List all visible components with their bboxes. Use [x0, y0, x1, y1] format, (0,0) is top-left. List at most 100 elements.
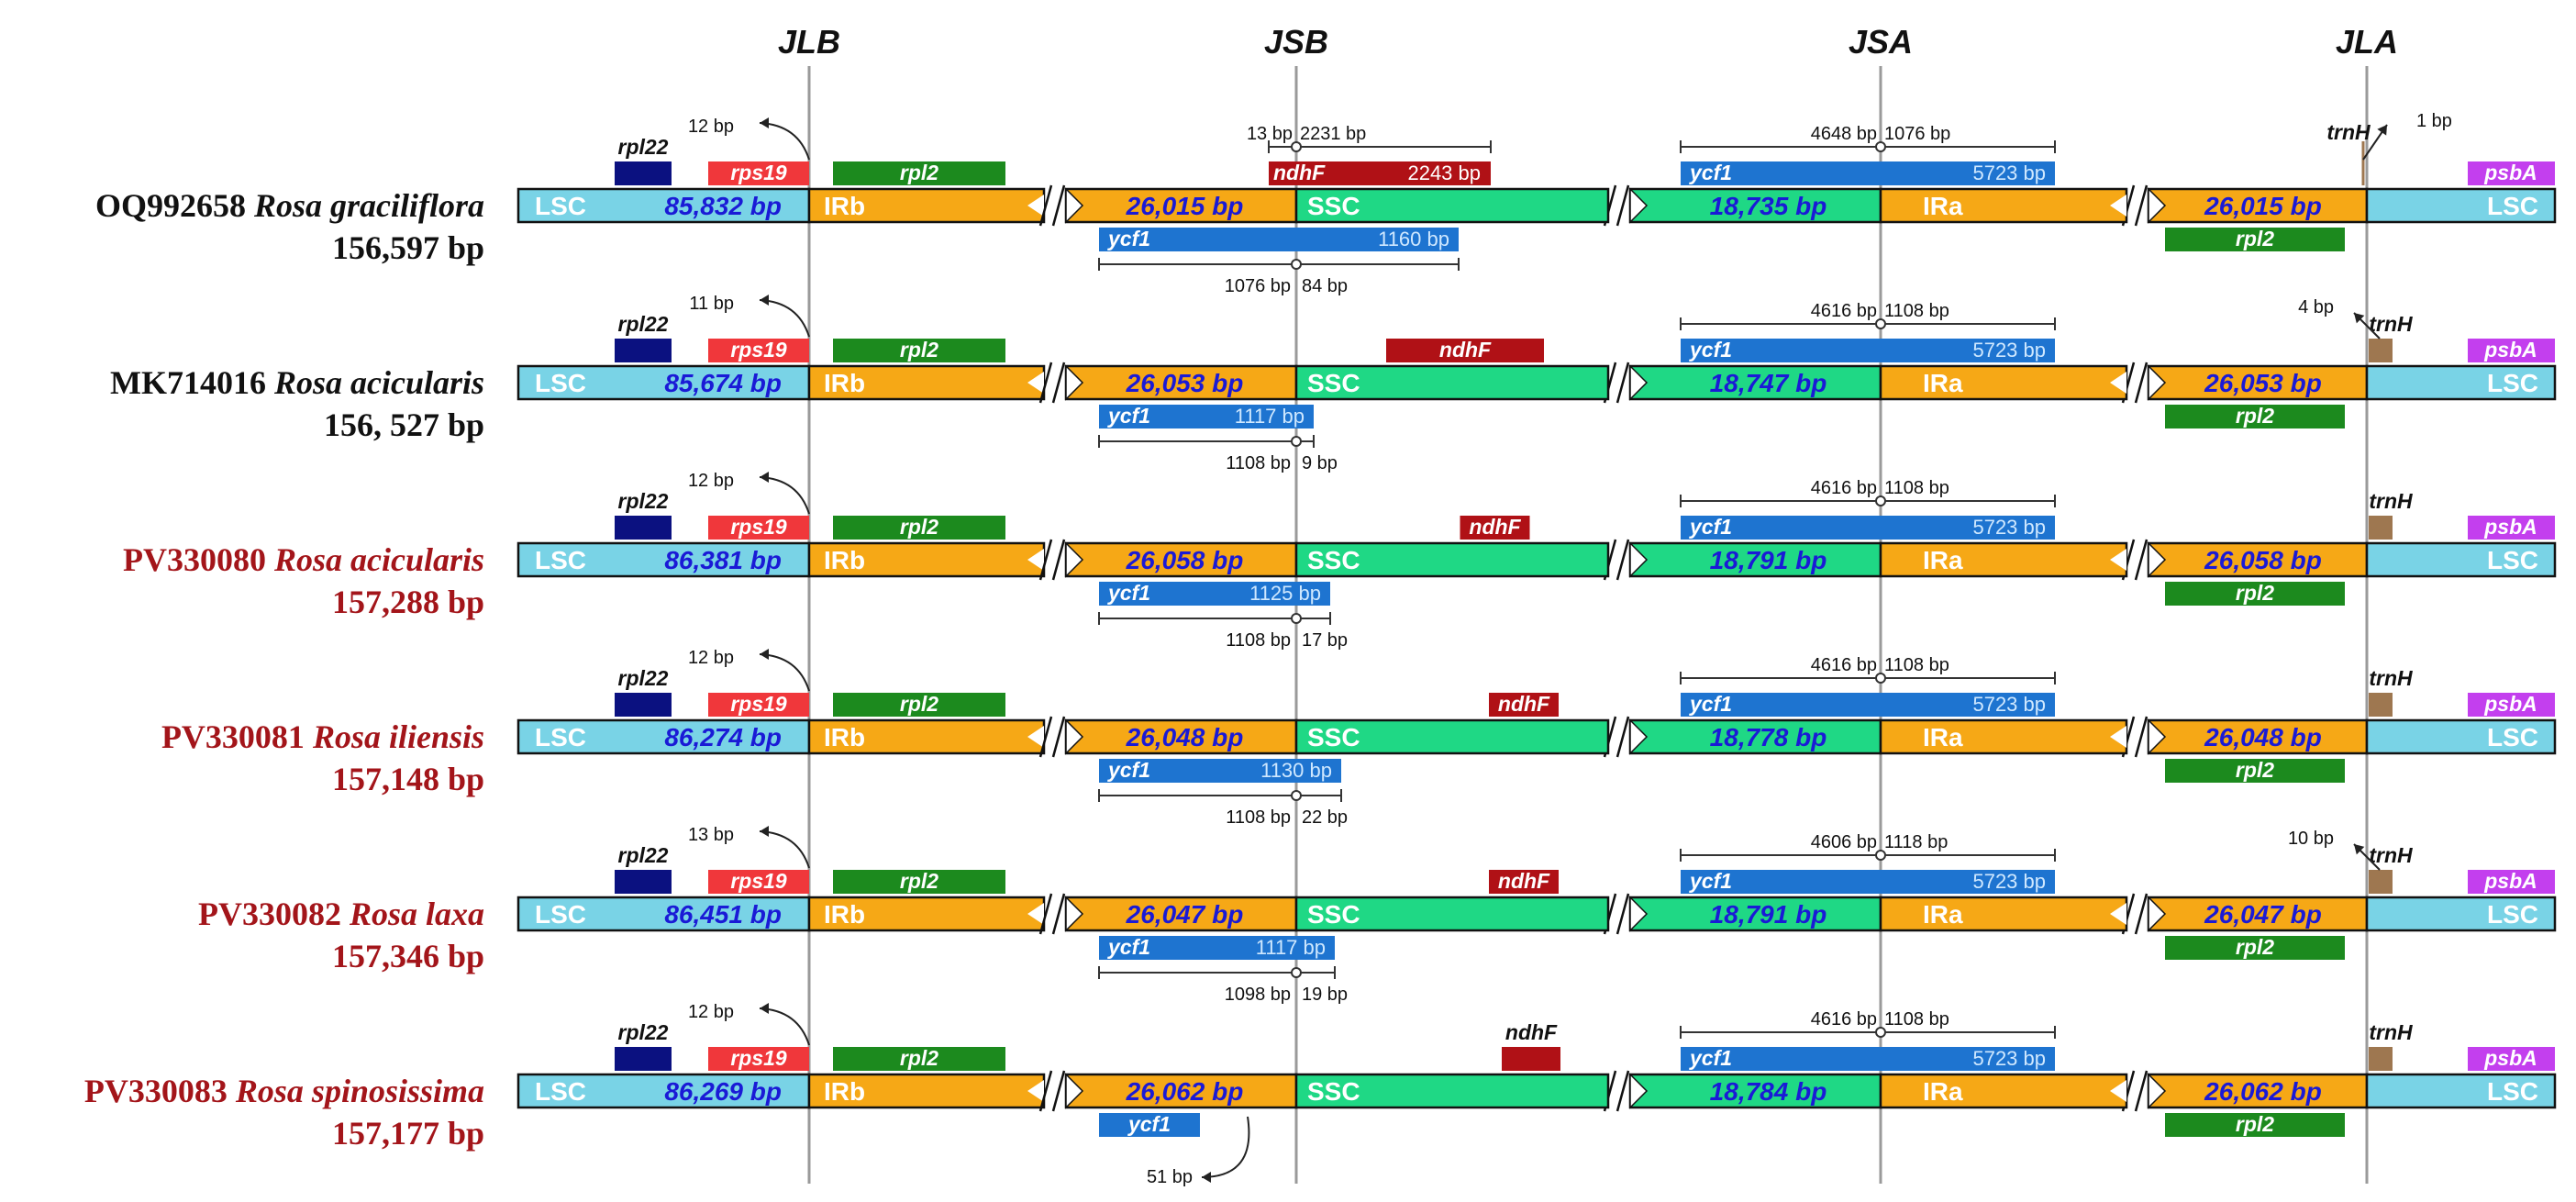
- ssc-segment-left: [1294, 896, 1610, 932]
- ycf1-gene: [1681, 339, 2055, 362]
- irb-segment-left: [807, 187, 1046, 224]
- break-mark: [1038, 1070, 1053, 1112]
- rpl2-ira-label: rpl2: [2236, 404, 2274, 428]
- ira-direction-mark-right: [2148, 364, 2167, 401]
- accession: OQ992658: [95, 187, 254, 224]
- rps19-arrow-head: [760, 472, 769, 483]
- trnH-label: trnH: [2369, 1020, 2413, 1044]
- junction-label-jlb: JLB: [778, 23, 840, 61]
- rps19-arrow: [759, 476, 810, 515]
- rpl2-gene: [833, 870, 1005, 894]
- species-name: Rosa laxa: [349, 896, 484, 932]
- rpl2-ira-label: rpl2: [2236, 1112, 2274, 1136]
- ycf1-left-bp: 4616 bp: [1811, 301, 1877, 321]
- lsc-right-segment: [2365, 718, 2557, 755]
- rpl2-ira-gene: [2165, 228, 2345, 251]
- trnH-arrow-head: [2354, 844, 2365, 855]
- genome-name: PV330080 Rosa acicularis: [123, 541, 484, 578]
- ndhF-gene: [1460, 516, 1530, 540]
- ira-direction-mark-right: [2148, 541, 2167, 578]
- genome-row: PV330081 Rosa iliensis 157,148 bp LSC 86,27…: [161, 648, 2557, 828]
- irb-direction-mark-right: [1065, 541, 1084, 578]
- ycf1-label: ycf1: [1689, 515, 1732, 539]
- psbA-gene: [2468, 1047, 2555, 1071]
- break-mark: [2134, 893, 2149, 935]
- rps19-arrow: [759, 299, 810, 338]
- psbA-label: psbA: [2483, 869, 2537, 893]
- trnH-label: trnH: [2369, 843, 2413, 867]
- rpl2-label: rpl2: [900, 692, 938, 716]
- break-mark: [1038, 184, 1053, 227]
- junction-label-jla: JLA: [2336, 23, 2398, 61]
- break-mark: [1051, 362, 1066, 404]
- lsc-left-label: LSC: [535, 723, 586, 751]
- ycf1-fragment-length: 1125 bp: [1249, 582, 1321, 605]
- rpl2-ira-gene: [2165, 405, 2345, 428]
- ira-direction-mark-right: [2148, 718, 2167, 755]
- ssc-segment-left: [1294, 187, 1610, 224]
- species-name: Rosa acicularis: [273, 541, 484, 578]
- irb-direction-mark-right: [1065, 896, 1084, 932]
- rpl22-gene: [615, 161, 672, 185]
- ira-label: IRa: [1923, 900, 1963, 929]
- ssc-length: 18,747 bp: [1710, 369, 1827, 397]
- ycf1-length: 5723 bp: [1972, 693, 2046, 716]
- psbA-gene: [2468, 870, 2555, 894]
- ycf1-fragment-left-bp: 1108 bp: [1226, 630, 1291, 651]
- break-mark: [2134, 184, 2149, 227]
- ycf1-fragment-length: 1130 bp: [1260, 759, 1332, 782]
- genome-length: 157,346 bp: [332, 938, 484, 974]
- rpl22-label: rpl22: [618, 312, 669, 336]
- irb-length: 26,015 bp: [1126, 192, 1244, 220]
- rpl2-label: rpl2: [900, 161, 938, 184]
- ira-length: 26,053 bp: [2204, 369, 2322, 397]
- rpl2-ira-gene: [2165, 582, 2345, 606]
- lsc-right-segment: [2365, 541, 2557, 578]
- ycf1-right-bp: 1118 bp: [1884, 832, 1948, 852]
- rpl2-gene: [833, 339, 1005, 362]
- ira-segment-left: [1879, 1073, 2128, 1109]
- ycf1-fragment-right-bp: 84 bp: [1302, 276, 1348, 296]
- ycf1-fragment-measure-mid-marker: [1291, 436, 1302, 447]
- ycf1-fragment-gene: [1099, 936, 1335, 960]
- rpl22-gene: [615, 870, 672, 894]
- ssc-direction-mark: [1629, 896, 1649, 932]
- ycf1-fragment-measure-mid-marker: [1291, 613, 1302, 624]
- trnH-bp: 1 bp: [2416, 111, 2452, 131]
- ycf1-fragment-gene: [1099, 1113, 1200, 1137]
- lsc-length: 85,832 bp: [664, 192, 782, 220]
- species-name: Rosa acicularis: [273, 364, 484, 401]
- ycf1-fragment-length: 1117 bp: [1235, 405, 1305, 428]
- rpl22-label: rpl22: [618, 489, 669, 513]
- irb-direction-mark: [1027, 372, 1044, 394]
- genome-row: PV330083 Rosa spinosissima 157,177 bp LSC 8…: [84, 1002, 2557, 1187]
- genome-length: 157,148 bp: [332, 761, 484, 797]
- rps19-arrow-head: [760, 117, 769, 128]
- genome-row: OQ992658 Rosa graciliflora 156,597 bp LSC 8…: [95, 111, 2557, 296]
- rps19-overlap-bp: 12 bp: [688, 1002, 734, 1022]
- irb-direction-mark-right: [1065, 1073, 1084, 1109]
- lsc-right-label: LSC: [2487, 723, 2538, 751]
- lsc-length: 86,451 bp: [664, 900, 782, 929]
- rps19-arrow-head: [760, 649, 769, 660]
- rpl22-label: rpl22: [618, 135, 669, 159]
- psbA-gene: [2468, 339, 2555, 362]
- rpl22-gene: [615, 339, 672, 362]
- ssc-direction-mark: [1629, 1073, 1649, 1109]
- break-mark: [1616, 893, 1630, 935]
- rpl22-label: rpl22: [618, 666, 669, 690]
- ycf1-measure-mid-marker: [1875, 141, 1886, 152]
- species-name: Rosa spinosissima: [235, 1073, 484, 1109]
- ndhF-left-bp: 13 bp: [1247, 124, 1293, 144]
- rpl2-gene: [833, 161, 1005, 185]
- break-mark: [1038, 716, 1053, 758]
- rps19-label: rps19: [730, 1046, 787, 1070]
- psbA-label: psbA: [2483, 1046, 2537, 1070]
- genome-length: 157,177 bp: [332, 1115, 484, 1152]
- ssc-label: SSC: [1307, 192, 1360, 220]
- rps19-arrow-head: [760, 1003, 769, 1014]
- irb-segment-left: [807, 1073, 1046, 1109]
- ira-length: 26,048 bp: [2204, 723, 2322, 751]
- psbA-label: psbA: [2483, 515, 2537, 539]
- ira-direction-mark: [2110, 726, 2126, 748]
